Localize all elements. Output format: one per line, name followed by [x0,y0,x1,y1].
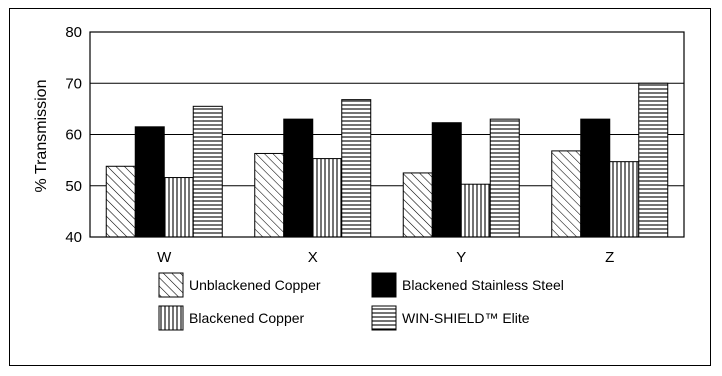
bar-y-1 [402,172,433,238]
bar-y-3 [460,183,491,238]
bar-z-1 [551,150,582,238]
bar-w-4 [192,105,223,238]
y-tick-label: 60 [65,127,82,144]
bar-w-2 [134,126,165,238]
bar-w-3 [163,177,194,238]
bar-z-3 [609,161,640,238]
x-tick-label: X [308,249,318,266]
y-tick-label: 70 [65,75,82,92]
y-tick-label: 50 [65,178,82,195]
bar-x-2 [283,118,314,238]
x-tick-label: Z [605,249,614,266]
bar-w-1 [105,165,136,238]
x-tick-label: Y [456,249,466,266]
legend-label-2: Blackened Stainless Steel [402,277,564,293]
y-tick-label: 80 [65,24,82,41]
legend-swatch-4 [371,305,397,331]
bar-z-2 [580,118,611,238]
legend-swatch-1 [158,272,184,298]
legend-swatch-3 [158,305,184,331]
bar-x-3 [312,158,343,238]
legend-label-1: Unblackened Copper [189,277,321,293]
bar-x-1 [254,152,285,238]
legend-swatch-2 [371,272,397,298]
bar-z-4 [638,82,669,238]
y-axis-label: % Transmission [33,80,50,193]
plot-area [89,31,685,238]
bar-x-4 [341,99,372,238]
legend-label-4: WIN-SHIELD™ Elite [402,310,530,326]
bar-y-4 [489,118,520,238]
bar-y-2 [431,122,462,238]
legend-label-3: Blackened Copper [189,310,305,326]
x-tick-label: W [157,249,172,266]
y-tick-label: 40 [65,229,82,246]
